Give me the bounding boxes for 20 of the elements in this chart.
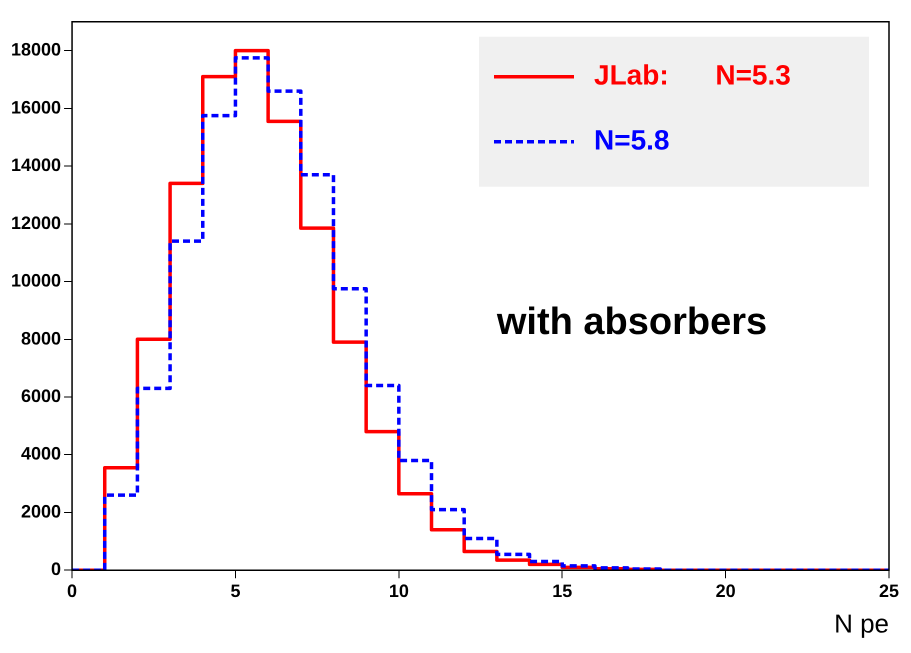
y-tick-label: 0 [51,559,62,580]
x-tick-label: 10 [388,580,409,601]
legend-label: JLab: N=5.3 [594,60,791,91]
y-tick-label: 16000 [10,97,62,118]
x-tick-label: 0 [67,580,78,601]
y-tick-label: 8000 [21,328,62,348]
annotation: with absorbers [496,300,768,343]
y-tick-label: 18000 [10,40,62,60]
legend-label: N=5.8 [594,124,670,156]
y-tick-label: 4000 [21,444,62,464]
y-tick-label: 2000 [21,501,62,522]
x-tick-label: 15 [552,580,572,601]
y-tick-label: 10000 [10,270,62,291]
x-tick-label: 25 [878,580,900,601]
x-axis-title: N pe [834,608,889,639]
y-tick-label: 14000 [10,155,62,176]
x-tick-label: 20 [716,580,736,601]
y-tick-label: 12000 [10,212,62,233]
y-tick-label: 6000 [21,386,62,406]
x-tick-label: 5 [230,580,240,601]
